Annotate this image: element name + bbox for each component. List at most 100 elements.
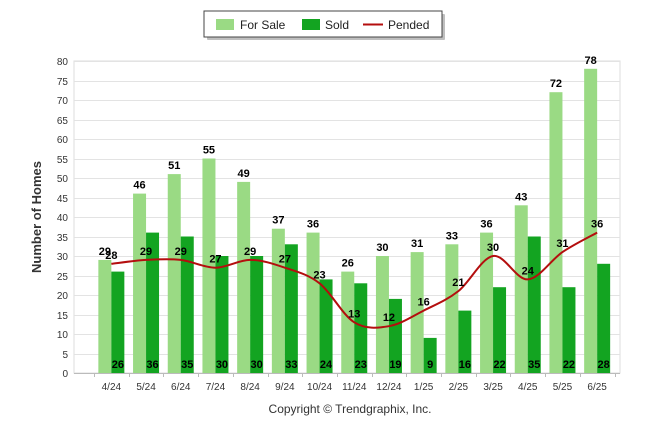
y-tick-label-80: 80 xyxy=(57,57,69,68)
bar-sold-4-24 xyxy=(111,271,125,373)
bar-sold-7-24 xyxy=(215,256,229,373)
label-for-sale-6-24: 51 xyxy=(168,160,180,172)
bar-for-sale-11-24 xyxy=(341,271,355,373)
legend: For Sale Sold Pended xyxy=(203,10,445,40)
legend-swatch-sold xyxy=(302,19,320,30)
label-for-sale-4-25: 43 xyxy=(515,191,527,203)
x-tick-label-12-24: 12/24 xyxy=(376,382,401,393)
line-layer xyxy=(111,231,598,329)
x-tick-label-5-24: 5/24 xyxy=(136,382,156,393)
y-tick-label-0: 0 xyxy=(62,369,68,380)
bar-sold-12-24 xyxy=(388,298,402,373)
x-tick-label-7-24: 7/24 xyxy=(206,382,226,393)
y-tick-label-65: 65 xyxy=(57,116,69,127)
label-sold-12-24: 19 xyxy=(389,359,401,371)
bar-for-sale-2-25 xyxy=(445,244,459,373)
bar-for-sale-1-25 xyxy=(410,252,424,373)
bar-for-sale-12-24 xyxy=(375,256,389,373)
bar-sold-5-25 xyxy=(562,287,576,373)
x-tick-label-4-25: 4/25 xyxy=(518,382,538,393)
label-sold-9-24: 33 xyxy=(285,359,297,371)
bar-for-sale-9-24 xyxy=(271,228,285,373)
label-pended-9-24: 27 xyxy=(279,254,291,266)
y-tick-label-30: 30 xyxy=(57,252,69,263)
bar-layer xyxy=(98,68,611,374)
legend-label-for-sale: For Sale xyxy=(240,18,286,32)
label-sold-2-25: 16 xyxy=(459,359,471,371)
label-sold-1-25: 9 xyxy=(427,359,433,371)
y-tick-label-60: 60 xyxy=(57,135,69,146)
label-for-sale-9-24: 37 xyxy=(272,215,284,227)
bar-for-sale-5-25 xyxy=(549,92,563,373)
label-for-sale-8-24: 49 xyxy=(238,168,250,180)
x-tick-label-10-24: 10/24 xyxy=(307,382,332,393)
label-pended-10-24: 23 xyxy=(313,269,325,281)
label-pended-8-24: 29 xyxy=(244,246,256,258)
label-for-sale-5-24: 46 xyxy=(133,180,145,192)
label-sold-5-25: 22 xyxy=(563,359,575,371)
label-for-sale-2-25: 33 xyxy=(446,230,458,242)
label-sold-5-24: 36 xyxy=(146,359,158,371)
label-sold-8-24: 30 xyxy=(251,359,263,371)
bar-for-sale-8-24 xyxy=(237,181,251,373)
y-tick-label-40: 40 xyxy=(57,213,69,224)
bar-for-sale-4-25 xyxy=(514,205,528,373)
label-sold-4-25: 35 xyxy=(528,359,540,371)
label-for-sale-5-25: 72 xyxy=(550,78,562,90)
label-pended-12-24: 12 xyxy=(383,312,395,324)
y-tick-label-35: 35 xyxy=(57,233,69,244)
label-pended-5-24: 29 xyxy=(140,246,152,258)
label-sold-10-24: 24 xyxy=(320,359,333,371)
label-sold-4-24: 26 xyxy=(112,359,124,371)
legend-swatch-for-sale xyxy=(216,19,234,30)
label-sold-6-25: 28 xyxy=(598,359,610,371)
label-sold-11-24: 23 xyxy=(355,359,367,371)
label-pended-1-25: 16 xyxy=(418,297,430,309)
x-tick-label-5-25: 5/25 xyxy=(553,382,573,393)
label-for-sale-7-24: 55 xyxy=(203,145,215,157)
label-pended-3-25: 30 xyxy=(487,242,499,254)
bar-for-sale-6-25 xyxy=(584,68,598,374)
bar-for-sale-6-24 xyxy=(167,174,181,373)
bar-sold-9-24 xyxy=(284,244,298,373)
x-tick-label-6-24: 6/24 xyxy=(171,382,191,393)
label-sold-3-25: 22 xyxy=(493,359,505,371)
legend-label-sold: Sold xyxy=(325,18,349,32)
y-tick-label-50: 50 xyxy=(57,174,69,185)
bar-sold-10-24 xyxy=(319,279,333,373)
y-tick-label-20: 20 xyxy=(57,291,69,302)
y-tick-label-45: 45 xyxy=(57,194,69,205)
bar-sold-3-25 xyxy=(493,287,507,373)
x-tick-label-4-24: 4/24 xyxy=(102,382,122,393)
label-sold-6-24: 35 xyxy=(181,359,193,371)
label-for-sale-3-25: 36 xyxy=(480,219,492,231)
label-for-sale-12-24: 30 xyxy=(376,242,388,254)
y-tick-label-25: 25 xyxy=(57,272,69,283)
label-for-sale-4-24: 29 xyxy=(99,246,111,258)
bar-sold-6-25 xyxy=(597,263,611,373)
y-tick-label-10: 10 xyxy=(57,330,69,341)
y-tick-label-70: 70 xyxy=(57,96,69,107)
bar-sold-11-24 xyxy=(354,283,368,373)
x-tick-label-11-24: 11/24 xyxy=(342,382,367,393)
x-tick-label-8-24: 8/24 xyxy=(240,382,260,393)
bar-for-sale-7-24 xyxy=(202,158,216,373)
label-layer: 29 26 46 36 51 35 55 30 49 30 37 33 36 24 26 23 30 19 31 9 3… xyxy=(99,55,610,371)
line-pended xyxy=(111,231,598,329)
copyright-text: Copyright © Trendgraphix, Inc. xyxy=(269,402,432,416)
bar-for-sale-4-24 xyxy=(98,259,112,373)
legend-box xyxy=(203,10,443,38)
bar-for-sale-3-25 xyxy=(480,232,494,373)
label-sold-7-24: 30 xyxy=(216,359,228,371)
label-pended-2-25: 21 xyxy=(452,277,464,289)
bar-sold-4-25 xyxy=(527,236,541,373)
y-tick-label-5: 5 xyxy=(62,350,68,361)
label-pended-6-25: 36 xyxy=(591,219,603,231)
y-tick-label-15: 15 xyxy=(57,311,69,322)
label-pended-5-25: 31 xyxy=(556,238,568,250)
bar-sold-1-25 xyxy=(423,337,437,373)
x-tick-label-1-25: 1/25 xyxy=(414,382,434,393)
legend-label-pended: Pended xyxy=(388,18,429,32)
